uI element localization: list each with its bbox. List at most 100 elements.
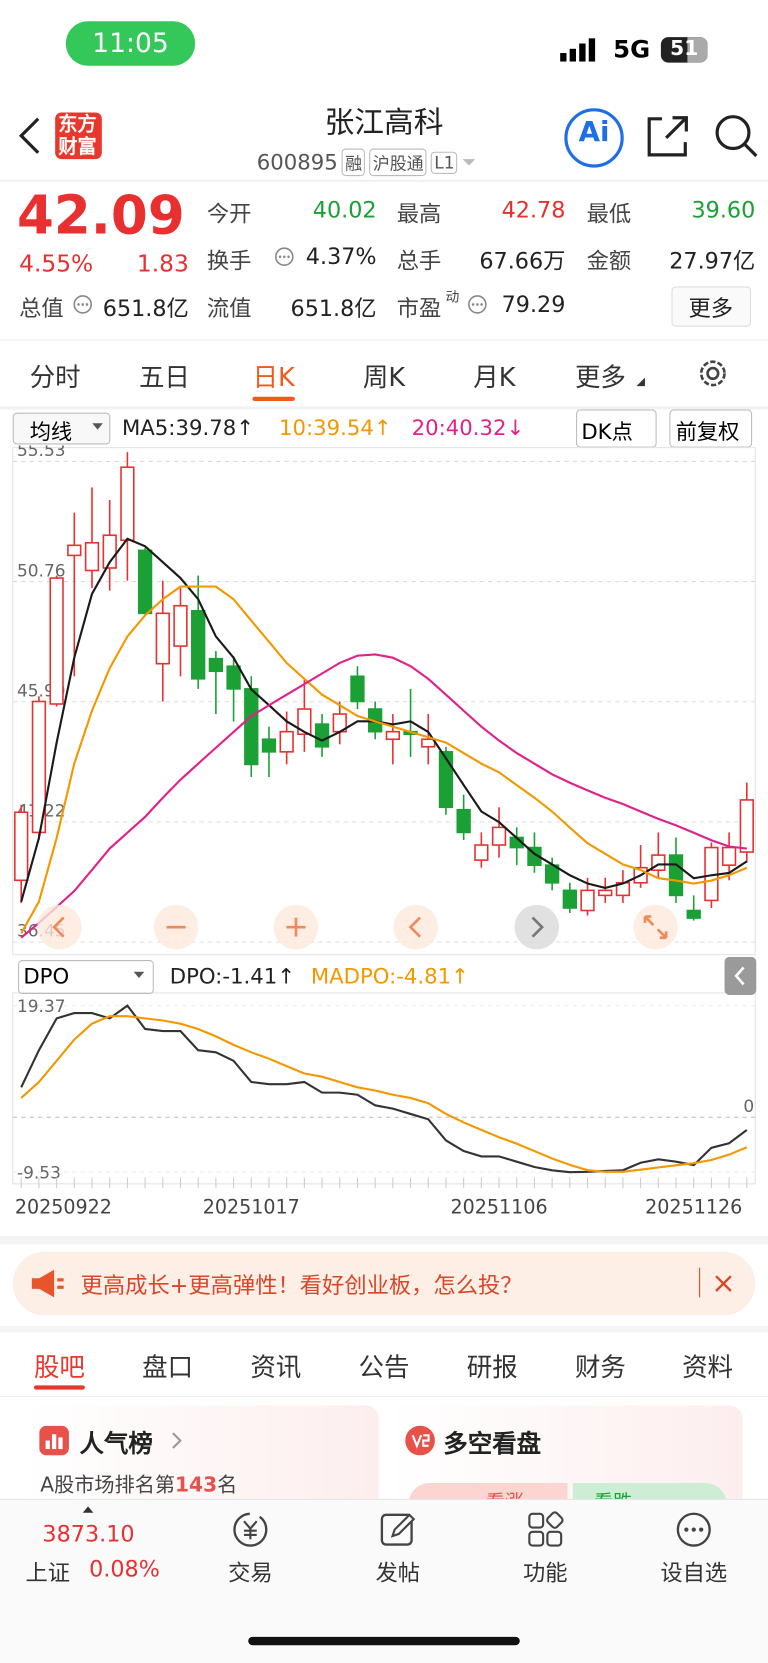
candle-body: [14, 811, 29, 882]
candle-body: [173, 604, 188, 647]
divider: [0, 180, 768, 182]
period-tab[interactable]: 五日: [138, 362, 190, 393]
search-button[interactable]: [713, 112, 760, 159]
candle-body: [102, 534, 117, 569]
bottom-nav: [0, 1498, 768, 1663]
dpo-selector[interactable]: [18, 960, 154, 994]
section-tab[interactable]: 研报: [466, 1352, 518, 1383]
candle-body: [137, 549, 153, 615]
popular-icon: [39, 1425, 69, 1456]
ai-button[interactable]: [564, 108, 624, 168]
stock-code: 600895: [256, 149, 338, 176]
period-tab[interactable]: 分时: [29, 362, 81, 393]
info-icon[interactable]: [72, 294, 93, 315]
post-icon[interactable]: [378, 1511, 420, 1549]
nav-label[interactable]: 设自选: [660, 1560, 728, 1586]
more-label: 更多: [688, 295, 734, 322]
field-value: 42.78: [501, 197, 566, 223]
section-tab[interactable]: 资料: [682, 1352, 734, 1383]
section-tab[interactable]: 盘口: [142, 1352, 194, 1383]
time-pill: [65, 21, 196, 66]
field-label: 最低: [586, 201, 632, 228]
period-tab[interactable]: 月K: [473, 362, 516, 393]
ma20-label: 20:40.32↓: [411, 414, 525, 441]
field-value: 651.8亿: [290, 295, 377, 322]
period-tab[interactable]: 周K: [362, 362, 406, 393]
section-tab[interactable]: 公告: [358, 1352, 410, 1383]
index-value: 3873.10: [42, 1521, 135, 1547]
candle-body: [67, 544, 82, 557]
candle-body: [226, 665, 241, 690]
dk-label: DK点: [581, 419, 633, 445]
more-button[interactable]: [671, 286, 752, 327]
ai-label: Ai: [578, 116, 610, 149]
field-value: 39.60: [691, 197, 756, 223]
field-label: 总值: [19, 295, 64, 322]
dropdown-arrow[interactable]: [462, 157, 477, 168]
section-tab[interactable]: 股吧: [33, 1352, 85, 1383]
line-series: [20, 585, 748, 934]
zoom-in[interactable]: [273, 904, 319, 950]
fullscreen[interactable]: [633, 904, 678, 950]
line-series: [20, 1004, 748, 1174]
candle-body: [668, 854, 684, 897]
step-left[interactable]: [393, 904, 439, 950]
field-value: 27.97亿: [669, 248, 756, 274]
banner-close[interactable]: [714, 1274, 733, 1293]
network: 5G: [613, 36, 651, 64]
share-button[interactable]: [645, 112, 692, 159]
candle-body: [438, 751, 454, 809]
step-right[interactable]: [514, 904, 560, 950]
change: 1.83: [136, 251, 189, 278]
trade-icon[interactable]: [229, 1511, 271, 1549]
field-sup: 动: [445, 289, 460, 306]
info-icon[interactable]: [467, 294, 488, 315]
rank-prefix: A股市场排名第: [40, 1473, 176, 1497]
zoom-out[interactable]: [153, 904, 199, 950]
tag: 融: [341, 148, 366, 177]
section-tab[interactable]: 财务: [574, 1352, 626, 1383]
settings-button[interactable]: [696, 356, 730, 390]
divider: [0, 1326, 768, 1333]
candle-body: [261, 738, 277, 753]
logo-text: 东方 财富: [58, 114, 96, 159]
candle-body: [686, 909, 701, 919]
nav-label[interactable]: 功能: [522, 1560, 568, 1586]
popular-card[interactable]: [23, 1405, 379, 1512]
candle-body: [155, 612, 170, 665]
period-tab[interactable]: 更多: [574, 362, 626, 393]
x-tick-label: 20251106: [450, 1196, 547, 1219]
index-arrow: [82, 1506, 94, 1513]
banner[interactable]: [12, 1251, 756, 1316]
candle-body: [49, 577, 64, 705]
line-series: [20, 1015, 748, 1173]
divider: [0, 339, 768, 341]
stock-name: 张江高科: [324, 105, 444, 141]
megaphone-icon: [31, 1269, 64, 1298]
ma-selector[interactable]: [12, 412, 111, 445]
back-button[interactable]: [17, 117, 45, 155]
nav-label[interactable]: 交易: [228, 1560, 273, 1586]
info-icon[interactable]: [274, 246, 295, 267]
candle-body: [208, 657, 224, 673]
nav-label[interactable]: 发帖: [375, 1560, 421, 1586]
collapse-button[interactable]: [724, 956, 757, 996]
popular-rank: A股市场排名第143名: [40, 1469, 237, 1498]
field-value: 651.8亿: [102, 295, 189, 322]
dropdown-arrow: [133, 971, 145, 979]
dpo-frame: [12, 992, 756, 1185]
period-tab[interactable]: 日K: [252, 362, 295, 393]
chevron: [172, 1432, 182, 1449]
section-tab[interactable]: 资讯: [250, 1352, 302, 1383]
line-series: [20, 537, 748, 902]
function-icon[interactable]: [526, 1511, 568, 1549]
scroll-left[interactable]: [37, 904, 82, 950]
watchlist-icon[interactable]: [675, 1511, 717, 1549]
candle-body: [721, 846, 737, 866]
sentiment-title: 多空看盘: [443, 1431, 542, 1459]
logo-line: 财富: [58, 135, 97, 159]
candle-body: [562, 889, 577, 909]
ma10-label: 10:39.54↑: [278, 414, 392, 441]
field-value: 4.37%: [305, 243, 377, 270]
